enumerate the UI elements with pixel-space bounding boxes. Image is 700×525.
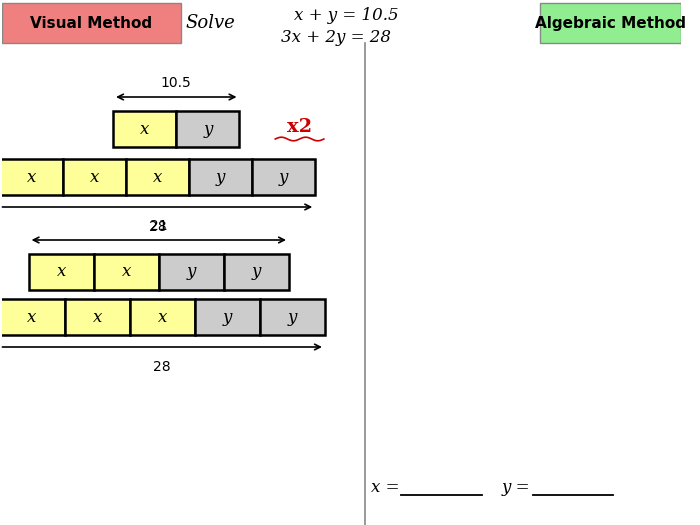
Bar — [29, 254, 94, 290]
Bar — [130, 299, 195, 335]
Bar — [113, 111, 176, 147]
Bar — [540, 3, 681, 43]
Bar — [260, 299, 325, 335]
Text: 28: 28 — [153, 360, 171, 374]
Bar — [189, 159, 252, 195]
Bar — [64, 299, 130, 335]
Text: x: x — [92, 309, 102, 326]
Bar — [159, 254, 224, 290]
Text: x =: x = — [371, 478, 400, 496]
Text: x: x — [27, 309, 37, 326]
Bar — [1, 3, 181, 43]
Bar — [195, 299, 260, 335]
Text: y: y — [216, 169, 225, 185]
Text: y: y — [223, 309, 232, 326]
Text: x + y = 10.5: x + y = 10.5 — [294, 6, 398, 24]
Text: 10.5: 10.5 — [161, 76, 192, 90]
Text: x: x — [153, 169, 162, 185]
Bar — [252, 159, 315, 195]
Text: 28: 28 — [148, 220, 166, 234]
Bar — [0, 299, 64, 335]
Text: 21: 21 — [150, 219, 167, 233]
Text: y: y — [187, 264, 196, 280]
Text: y: y — [252, 264, 261, 280]
Bar — [126, 159, 189, 195]
Text: x: x — [158, 309, 167, 326]
Text: x: x — [27, 169, 36, 185]
Bar — [0, 159, 63, 195]
Bar — [176, 111, 239, 147]
Bar — [224, 254, 289, 290]
Text: x: x — [122, 264, 131, 280]
Text: x2: x2 — [287, 118, 312, 136]
Text: Algebraic Method: Algebraic Method — [535, 16, 686, 30]
Bar — [94, 254, 159, 290]
Text: x: x — [57, 264, 66, 280]
Text: Visual Method: Visual Method — [30, 16, 153, 30]
Text: x: x — [140, 121, 149, 138]
Text: 3x + 2y = 28: 3x + 2y = 28 — [281, 29, 391, 47]
Text: y: y — [203, 121, 213, 138]
Text: y =: y = — [502, 478, 531, 496]
Text: x: x — [90, 169, 99, 185]
Text: y: y — [288, 309, 297, 326]
Text: y: y — [279, 169, 288, 185]
Bar — [63, 159, 126, 195]
Text: Solve: Solve — [186, 14, 235, 32]
